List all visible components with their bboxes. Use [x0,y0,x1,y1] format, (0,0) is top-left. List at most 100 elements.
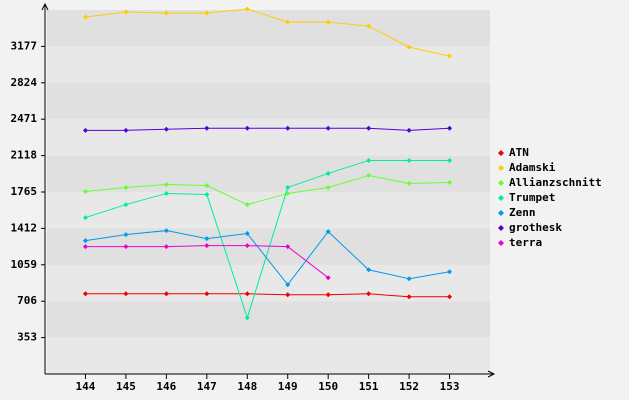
x-tick-label: 147 [197,380,217,393]
data-point [406,294,412,300]
data-point [123,9,129,15]
data-point [325,275,331,281]
data-point [325,125,331,131]
legend-marker [498,150,504,156]
data-point [325,19,331,25]
data-point [82,215,88,221]
x-tick-label: 153 [440,380,460,393]
y-tick-label: 3177 [11,39,38,52]
data-point [366,157,372,163]
data-point [163,10,169,16]
legend-marker [498,225,504,231]
x-axis-arrow [487,370,496,378]
data-point [244,231,250,237]
data-point [163,291,169,297]
series-line [85,174,450,206]
data-point [123,291,129,297]
legend-label: terra [509,236,542,249]
data-point [406,127,412,133]
plot-band [47,82,490,120]
plot-band [47,264,490,302]
data-point [325,184,331,190]
plot-band [47,301,490,338]
y-tick-label: 706 [17,294,37,307]
data-point [447,269,453,275]
data-point [82,244,88,250]
legend-label: Trumpet [509,191,555,204]
data-point [123,244,129,250]
data-point [406,44,412,50]
y-tick-label: 2471 [11,112,38,125]
plot-band [47,155,490,192]
data-point [82,14,88,20]
y-tick-label: 1412 [11,221,38,234]
legend-label: ATN [509,146,529,159]
y-tick-label: 2824 [11,76,38,89]
x-tick-label: 152 [399,380,419,393]
data-point [325,170,331,176]
data-point [447,125,453,131]
data-point [325,229,331,235]
legend-marker [498,210,504,216]
data-point [244,315,250,321]
data-point [447,53,453,59]
data-point [406,276,412,282]
data-point [204,10,210,16]
data-point [163,244,169,250]
data-point [285,292,291,298]
data-point [163,181,169,187]
data-point [285,184,291,190]
data-point [285,19,291,25]
data-point [123,127,129,133]
legend-marker [498,165,504,171]
data-point [285,244,291,250]
data-point [244,202,250,208]
data-point [447,157,453,163]
data-point [406,157,412,163]
data-point [123,184,129,190]
data-point [244,243,250,249]
data-point [366,23,372,29]
y-axis-arrow [41,2,49,11]
data-point [204,243,210,249]
y-tick-label: 353 [17,331,37,344]
data-point [82,188,88,194]
legend-marker [498,195,504,201]
y-tick-label: 2118 [11,149,38,162]
legend-label: Adamski [509,161,556,174]
legend-marker [498,180,504,186]
data-point [82,238,88,244]
data-point [82,127,88,133]
data-point [123,202,129,208]
data-point [325,292,331,298]
data-point [366,267,372,273]
data-point [204,191,210,197]
x-tick-label: 149 [278,380,298,393]
legend-label: grothesk [509,221,562,234]
legend-marker [498,240,504,246]
x-tick-label: 150 [318,380,338,393]
legend-label: Allianzschnitt [509,176,602,189]
data-point [244,125,250,131]
x-tick-label: 146 [156,380,176,393]
x-tick-label: 151 [359,380,379,393]
data-point [163,228,169,234]
y-tick-label: 1059 [11,258,38,271]
data-point [366,291,372,297]
plot-band [47,192,490,229]
data-point [244,291,250,297]
series-line [85,8,450,57]
plot-band [47,46,490,83]
data-point [163,190,169,196]
data-point [366,173,372,179]
data-point [447,294,453,300]
data-point [447,180,453,186]
legend-label: Zenn [509,206,536,219]
x-tick-label: 144 [76,380,96,393]
data-point [204,183,210,189]
data-point [244,6,250,12]
series-line [85,159,450,320]
data-point [82,291,88,297]
data-point [406,180,412,186]
